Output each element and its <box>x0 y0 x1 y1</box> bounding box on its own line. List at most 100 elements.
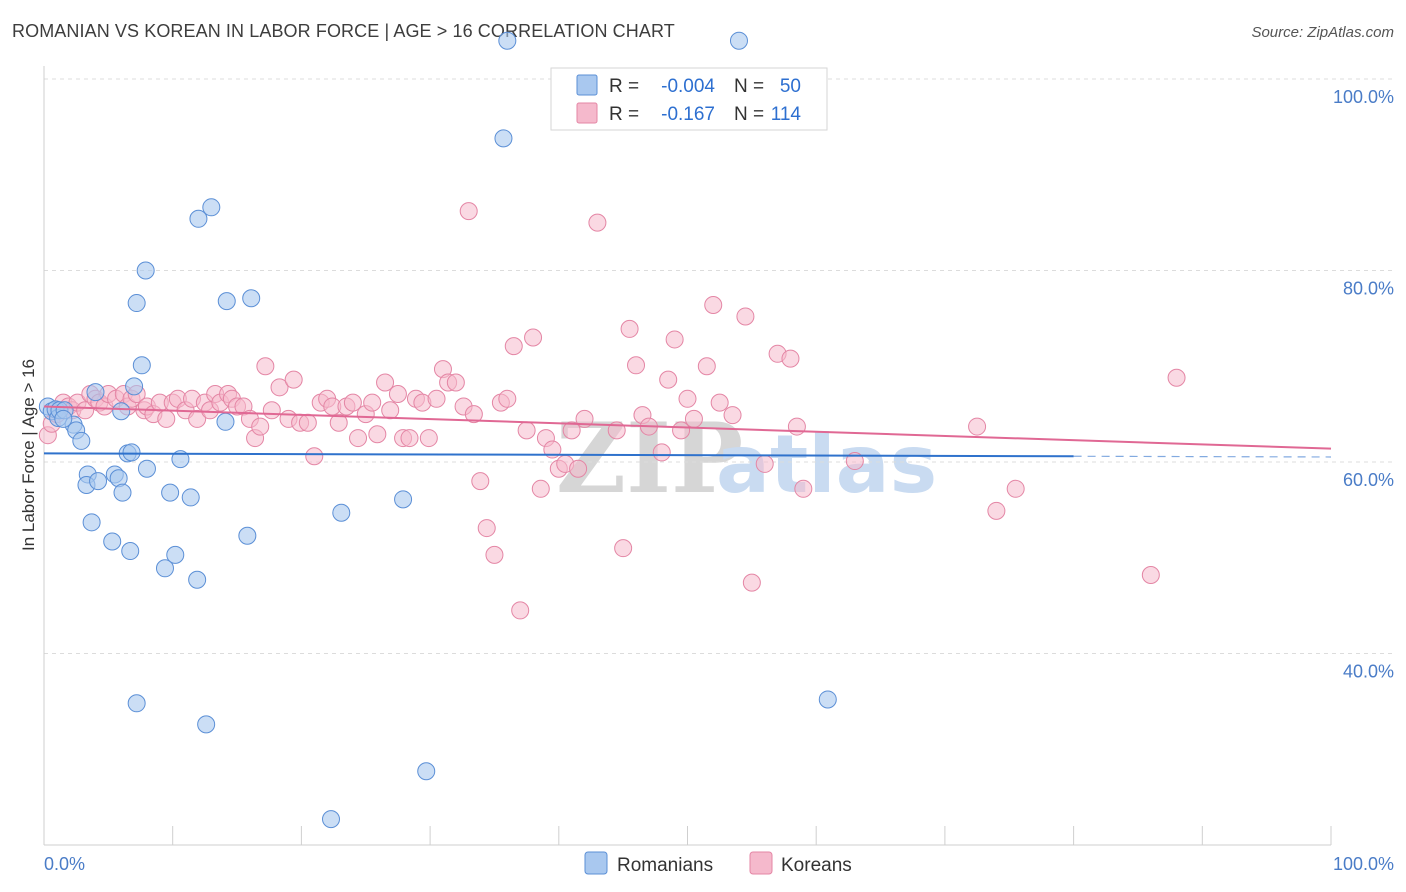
korean-point-74 <box>485 545 504 564</box>
romanian-point-32 <box>181 488 200 507</box>
korean-point-108 <box>755 454 774 473</box>
korean-point-118 <box>1167 368 1186 387</box>
korean-point-104 <box>710 393 729 412</box>
korean-point-91 <box>614 539 633 558</box>
korean-point-68 <box>446 373 465 392</box>
romanian-point-34 <box>189 209 208 228</box>
korean-point-98 <box>665 330 684 349</box>
watermark: ZIP atlas <box>556 402 937 515</box>
romanian-point-33 <box>188 570 207 589</box>
romanian-point-41 <box>322 810 341 829</box>
korean-point-102 <box>697 357 716 376</box>
stats-legend: R = -0.004 N = 50 R = -0.167 N = 114 <box>550 67 828 131</box>
y-tick-label-80: 80.0% <box>1343 279 1394 299</box>
korean-point-115 <box>987 501 1006 520</box>
korean-point-112 <box>794 479 813 498</box>
romanian-point-38 <box>217 292 236 311</box>
korean-point-113 <box>845 452 864 471</box>
korean-point-100 <box>678 389 697 408</box>
korean-point-73 <box>477 519 496 538</box>
romanian-point-21 <box>122 443 141 462</box>
korean-point-77 <box>504 337 523 356</box>
romanian-point-25 <box>132 356 151 375</box>
korean-point-93 <box>627 356 646 375</box>
romanian-point-30 <box>166 545 185 564</box>
legend-koreans-swatch <box>749 851 773 875</box>
korean-point-81 <box>531 479 550 498</box>
trend-lines <box>43 405 1332 458</box>
romanian-point-44 <box>417 762 436 781</box>
x-ticks <box>43 826 1332 845</box>
legend-romanians-swatch <box>584 851 608 875</box>
x-tick-label-max: 100.0% <box>1333 854 1394 874</box>
korean-point-97 <box>659 370 678 389</box>
korean-point-56 <box>368 425 387 444</box>
romanian-n-value: 50 <box>780 76 801 97</box>
romanian-point-45 <box>494 129 513 148</box>
y-tick-labels: 40.0% 60.0% 80.0% 100.0% <box>1333 87 1394 682</box>
romanian-point-11 <box>82 513 101 532</box>
romanian-point-49 <box>54 409 73 428</box>
korean-point-72 <box>471 472 490 491</box>
romanian-point-23 <box>127 694 146 713</box>
romanian-point-40 <box>242 289 261 308</box>
romanian-point-14 <box>103 532 122 551</box>
korean-point-70 <box>459 202 478 221</box>
korean-point-117 <box>1141 565 1160 584</box>
korean-r-value: -0.167 <box>661 104 715 125</box>
romanian-point-28 <box>155 559 174 578</box>
korean-point-27 <box>188 409 207 428</box>
romanian-point-20 <box>121 542 140 561</box>
korean-point-41 <box>270 378 289 397</box>
korean-point-50 <box>329 413 348 432</box>
romanian-swatch <box>576 74 598 96</box>
romanian-point-36 <box>202 198 221 217</box>
romanian-r-label: R = <box>609 76 639 97</box>
korean-point-111 <box>787 417 806 436</box>
korean-point-40 <box>262 401 281 420</box>
korean-point-105 <box>723 406 742 425</box>
korean-n-value: 114 <box>771 104 802 125</box>
korean-point-101 <box>684 409 703 428</box>
korean-point-43 <box>284 370 303 389</box>
korean-point-107 <box>742 573 761 592</box>
romanian-point-47 <box>729 31 748 50</box>
romanian-point-42 <box>332 503 351 522</box>
korean-point-106 <box>736 307 755 326</box>
romanian-point-29 <box>161 483 180 502</box>
legend-romanians-label: Romanians <box>617 855 713 876</box>
korean-point-114 <box>968 417 987 436</box>
korean-point-55 <box>363 393 382 412</box>
korean-point-80 <box>524 328 543 347</box>
romanian-point-31 <box>171 450 190 469</box>
korean-swatch <box>576 102 598 124</box>
romanian-points <box>38 31 837 829</box>
romanian-point-24 <box>127 294 146 313</box>
korean-point-99 <box>672 421 691 440</box>
romanian-point-18 <box>113 483 132 502</box>
x-tick-label-min: 0.0% <box>44 854 85 874</box>
korean-point-86 <box>562 421 581 440</box>
y-tick-label-60: 60.0% <box>1343 470 1394 490</box>
romanian-point-12 <box>89 472 108 491</box>
korean-point-89 <box>588 213 607 232</box>
romanian-point-43 <box>394 490 413 509</box>
legend-koreans-label: Koreans <box>781 855 852 876</box>
y-tick-label-100: 100.0% <box>1333 87 1394 107</box>
korean-point-87 <box>569 459 588 478</box>
romanian-point-8 <box>72 431 91 450</box>
korean-point-78 <box>511 601 530 620</box>
romanian-r-value: -0.004 <box>661 76 715 97</box>
korean-point-61 <box>400 429 419 448</box>
korean-n-label: N = <box>734 104 764 125</box>
korean-point-38 <box>251 417 270 436</box>
korean-point-52 <box>343 393 362 412</box>
source-credit: Source: ZipAtlas.com <box>1251 24 1394 41</box>
romanian-trend-line <box>43 452 1074 458</box>
korean-point-7 <box>76 401 95 420</box>
korean-trend-line <box>43 405 1332 450</box>
romanian-point-48 <box>818 690 837 709</box>
romanian-point-37 <box>216 412 235 431</box>
korean-point-46 <box>305 447 324 466</box>
